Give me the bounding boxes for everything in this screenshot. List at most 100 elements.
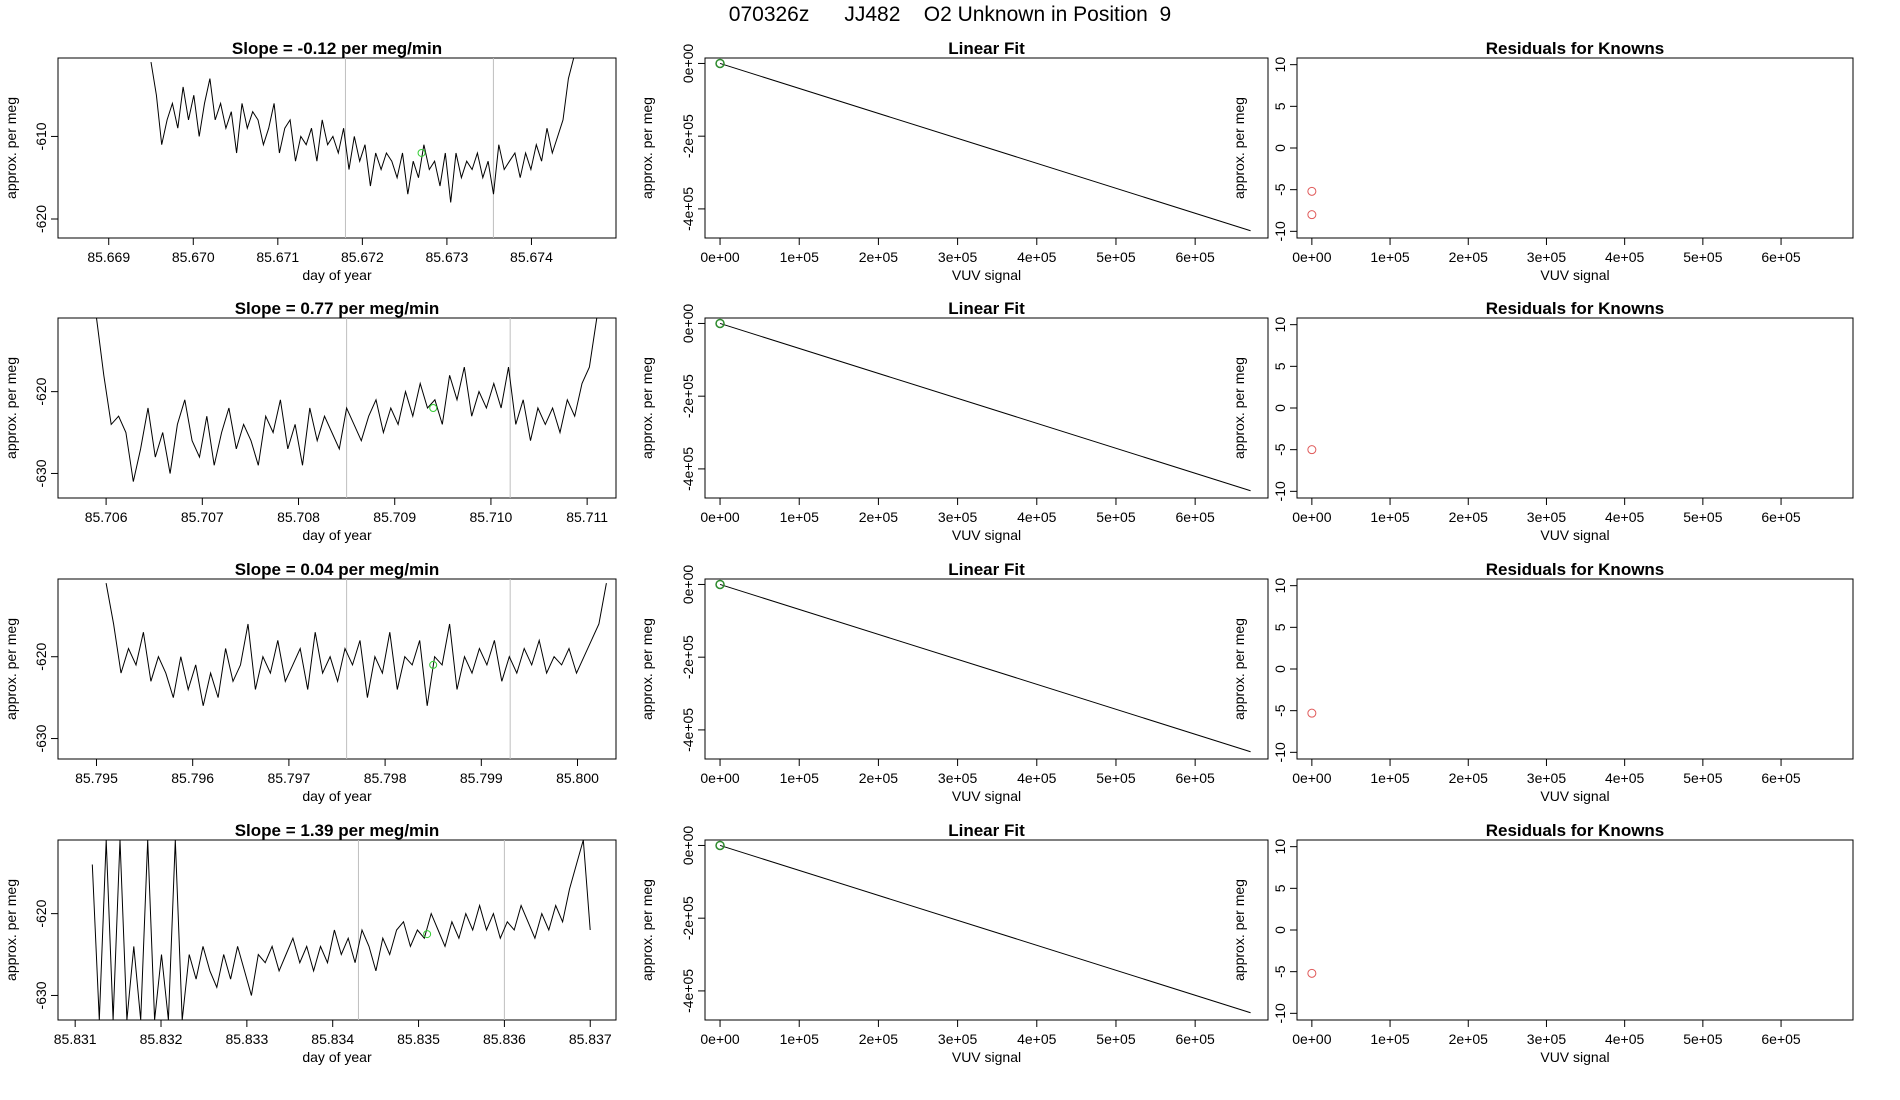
p2-3-x-tick-label: 2e+05	[1449, 509, 1489, 525]
p1-2-x-tick-label: 3e+05	[938, 249, 978, 265]
p4-1-x-axis-label: day of year	[302, 1049, 372, 1065]
p1-2-x-tick-label: 0e+00	[700, 249, 740, 265]
p4-1-x-tick-label: 85.833	[225, 1031, 268, 1047]
p1-2-x-tick-label: 5e+05	[1096, 249, 1136, 265]
p1-3-x-tick-label: 6e+05	[1761, 249, 1801, 265]
p4-1-plot-frame	[57, 839, 617, 1021]
p1-3-residual-point	[1307, 186, 1317, 196]
p2-3-x-tick-label: 5e+05	[1683, 509, 1723, 525]
p4-3-x-tick-label: 3e+05	[1527, 1031, 1567, 1047]
p3-3-x-tick-label: 0e+00	[1292, 770, 1332, 786]
p3-3-x-axis-label: VUV signal	[1540, 788, 1609, 804]
p4-2-data-point	[715, 840, 725, 851]
p4-1-x-tick-label: 85.834	[311, 1031, 354, 1047]
p1-3-y-tick-label: 5	[1272, 102, 1288, 110]
p1-3-x-tick-label: 4e+05	[1605, 249, 1645, 265]
p4-3-x-tick-label: 2e+05	[1449, 1031, 1489, 1047]
p1-1-plot-title: Slope = -0.12 per meg/min	[232, 39, 442, 58]
p2-3-plot-frame	[1296, 317, 1854, 499]
p3-3-plot-frame	[1296, 578, 1854, 760]
p2-2-y-axis-label: approx. per meg	[639, 357, 655, 459]
p3-1-x-tick-label: 85.797	[267, 770, 310, 786]
p2-2-x-tick-label: 0e+00	[700, 509, 740, 525]
p2-3-x-tick-label: 1e+05	[1370, 509, 1410, 525]
p1-2-x-tick-label: 1e+05	[780, 249, 820, 265]
p2-2-data-point	[715, 318, 725, 329]
p2-3-x-tick-label: 3e+05	[1527, 509, 1567, 525]
p4-1-plot-title: Slope = 1.39 per meg/min	[235, 821, 440, 840]
p1-1-y-tick-label: -620	[33, 205, 49, 233]
p1-2-data-point	[715, 58, 725, 69]
p1-3-x-tick-label: 0e+00	[1292, 249, 1332, 265]
p4-3-x-tick-label: 4e+05	[1605, 1031, 1645, 1047]
p3-3-y-tick-label: 10	[1272, 578, 1288, 594]
p1-2-x-axis-label: VUV signal	[952, 267, 1021, 283]
p3-3-plot-title: Residuals for Knowns	[1486, 560, 1665, 579]
p2-1-x-tick-label: 85.709	[373, 509, 416, 525]
p1-3-x-axis-label: VUV signal	[1540, 267, 1609, 283]
p1-3-x-tick-label: 2e+05	[1449, 249, 1489, 265]
p4-3-x-axis-label: VUV signal	[1540, 1049, 1609, 1065]
p1-1-x-tick-label: 85.674	[510, 249, 553, 265]
p3-2-x-tick-label: 0e+00	[700, 770, 740, 786]
p1-2-y-tick-label: -2e+05	[680, 114, 696, 158]
p4-3-y-tick-label: 0	[1272, 926, 1288, 934]
p2-2-x-axis-label: VUV signal	[952, 527, 1021, 543]
p3-2-data-point	[715, 579, 725, 590]
p4-3-x-tick-label: 5e+05	[1683, 1031, 1723, 1047]
p2-2-fit-line	[719, 322, 1251, 492]
p2-1-x-tick-label: 85.708	[277, 509, 320, 525]
p1-1-x-tick-label: 85.669	[87, 249, 130, 265]
p1-2-y-tick-label: 0e+00	[680, 44, 696, 84]
p4-2-plot-title: Linear Fit	[948, 821, 1025, 840]
p2-3-y-tick-label: 10	[1272, 317, 1288, 333]
p1-2-plot-title: Linear Fit	[948, 39, 1025, 58]
p3-1-y-axis-label: approx. per meg	[3, 618, 19, 720]
p1-1-x-tick-label: 85.670	[172, 249, 215, 265]
p2-1-x-tick-label: 85.706	[85, 509, 128, 525]
p4-1-x-tick-label: 85.832	[140, 1031, 183, 1047]
p4-1-x-tick-label: 85.831	[54, 1031, 97, 1047]
p1-1-y-tick-label: -610	[33, 122, 49, 150]
p4-3-x-tick-label: 6e+05	[1761, 1031, 1801, 1047]
p1-2-fit-line	[719, 62, 1251, 232]
p4-3-y-tick-label: 5	[1272, 884, 1288, 892]
p2-1-x-tick-label: 85.710	[470, 509, 513, 525]
p3-3-y-tick-label: -10	[1272, 742, 1288, 762]
p3-2-x-tick-label: 6e+05	[1175, 770, 1215, 786]
p3-2-x-tick-label: 4e+05	[1017, 770, 1057, 786]
p4-2-x-tick-label: 6e+05	[1175, 1031, 1215, 1047]
p2-3-x-axis-label: VUV signal	[1540, 527, 1609, 543]
p3-2-plot-title: Linear Fit	[948, 560, 1025, 579]
p1-2-y-axis-label: approx. per meg	[639, 97, 655, 199]
p4-2-x-tick-label: 5e+05	[1096, 1031, 1136, 1047]
p2-3-x-tick-label: 4e+05	[1605, 509, 1645, 525]
p3-2-y-axis-label: approx. per meg	[639, 618, 655, 720]
p1-1-x-tick-label: 85.673	[425, 249, 468, 265]
p2-2-x-tick-label: 2e+05	[859, 509, 899, 525]
p1-3-plot-title: Residuals for Knowns	[1486, 39, 1665, 58]
p2-1-x-tick-label: 85.711	[566, 509, 608, 525]
p4-2-x-tick-label: 0e+00	[700, 1031, 740, 1047]
page-title: 070326z JJ482 O2 Unknown in Position 9	[728, 3, 1172, 26]
p2-3-x-tick-label: 0e+00	[1292, 509, 1332, 525]
p4-1-x-tick-label: 85.837	[569, 1031, 612, 1047]
p4-3-plot-title: Residuals for Knowns	[1486, 821, 1665, 840]
p3-2-x-tick-label: 5e+05	[1096, 770, 1136, 786]
p3-1-y-tick-label: -620	[33, 643, 49, 671]
p1-3-x-tick-label: 1e+05	[1370, 249, 1410, 265]
p3-2-x-axis-label: VUV signal	[952, 788, 1021, 804]
p2-1-plot-title: Slope = 0.77 per meg/min	[235, 299, 440, 318]
p1-1-x-tick-label: 85.671	[256, 249, 299, 265]
p2-1-x-tick-label: 85.707	[181, 509, 224, 525]
p3-3-y-tick-label: 5	[1272, 623, 1288, 631]
p3-3-y-axis-label: approx. per meg	[1231, 618, 1247, 720]
p4-1-series-line	[91, 839, 591, 1021]
p1-1-plot-frame	[57, 57, 617, 239]
p4-2-x-tick-label: 2e+05	[859, 1031, 899, 1047]
p2-3-x-tick-label: 6e+05	[1761, 509, 1801, 525]
p3-1-x-tick-label: 85.800	[556, 770, 599, 786]
p3-3-x-tick-label: 5e+05	[1683, 770, 1723, 786]
p3-2-x-tick-label: 1e+05	[780, 770, 820, 786]
